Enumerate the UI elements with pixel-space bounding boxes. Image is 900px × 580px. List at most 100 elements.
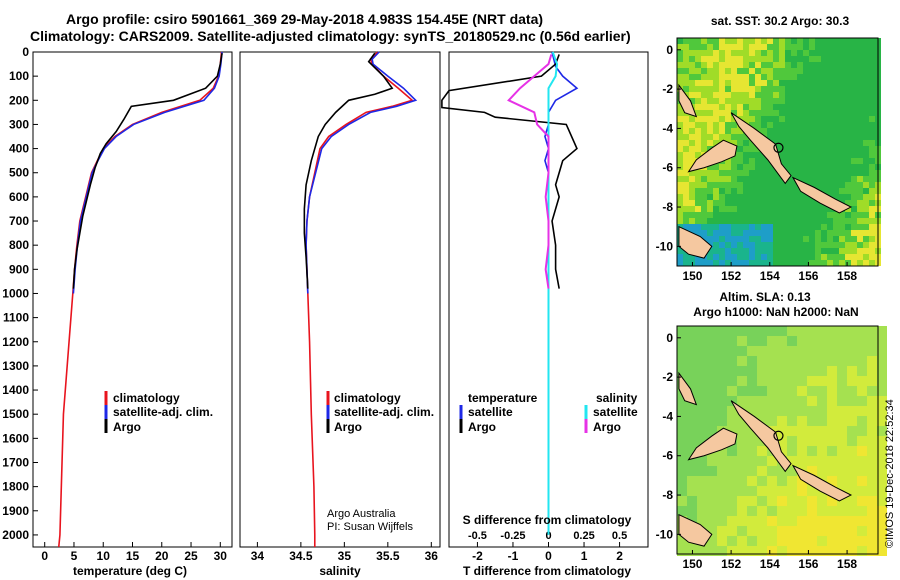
map-cell — [833, 80, 839, 86]
map-cell — [857, 446, 867, 456]
t-difference-xlabel: T difference from climatology — [463, 564, 631, 578]
map-cell — [857, 546, 867, 556]
map-cell — [815, 236, 821, 242]
land-mass — [730, 112, 792, 185]
map-cell — [719, 224, 725, 230]
map-cell — [869, 176, 875, 182]
map-cell — [767, 170, 773, 176]
map-cell — [827, 242, 833, 248]
map-cell — [779, 74, 785, 80]
map-cell — [857, 62, 863, 68]
map-cell — [817, 546, 827, 556]
map-cell — [719, 242, 725, 248]
map-cell — [815, 68, 821, 74]
map-cell — [817, 506, 827, 516]
map-cell — [779, 224, 785, 230]
map-cell — [851, 50, 857, 56]
map-cell — [803, 152, 809, 158]
map-cell — [863, 200, 869, 206]
map-cell — [827, 116, 833, 122]
map-cell — [713, 38, 719, 44]
map-cell — [833, 92, 839, 98]
map-cell — [737, 356, 747, 366]
map-cell — [731, 50, 737, 56]
map-cell — [821, 212, 827, 218]
map-cell — [687, 436, 697, 446]
map-cell — [857, 516, 867, 526]
map-cell — [697, 366, 707, 376]
map-cell — [845, 98, 851, 104]
map-cell — [743, 230, 749, 236]
map-cell — [683, 134, 689, 140]
satellite-adj-clim--line — [72, 51, 223, 294]
map-cell — [719, 86, 725, 92]
map-cell — [697, 406, 707, 416]
map-cell — [863, 170, 869, 176]
x-top-tick-label: 0.25 — [573, 530, 594, 542]
map-cell — [839, 188, 845, 194]
map-cell — [797, 426, 807, 436]
map-cell — [797, 248, 803, 254]
map-cell — [845, 188, 851, 194]
map-cell — [815, 260, 821, 266]
map-cell — [791, 56, 797, 62]
map-cell — [695, 170, 701, 176]
map-cell — [773, 182, 779, 188]
map-cell — [797, 164, 803, 170]
map-cell — [827, 104, 833, 110]
map-cell — [839, 80, 845, 86]
map-cell — [869, 98, 875, 104]
map-cell — [777, 506, 787, 516]
map-cell — [687, 376, 697, 386]
map-cell — [869, 62, 875, 68]
map-cell — [847, 456, 857, 466]
map-cell — [787, 356, 797, 366]
map-cell — [791, 140, 797, 146]
map-cell — [857, 436, 867, 446]
map-cell — [677, 356, 687, 366]
map-cell — [851, 164, 857, 170]
map-cell — [777, 466, 787, 476]
map-cell — [857, 56, 863, 62]
map-cell — [749, 68, 755, 74]
map-cell — [701, 128, 707, 134]
map-cell — [797, 236, 803, 242]
profile-marker — [773, 430, 784, 441]
map-cell — [833, 128, 839, 134]
map-cell — [773, 242, 779, 248]
map-cell — [827, 230, 833, 236]
map-cell — [755, 164, 761, 170]
map-cell — [695, 74, 701, 80]
map-cell — [725, 110, 731, 116]
map-cell — [689, 254, 695, 260]
map-cell — [847, 486, 857, 496]
map-cell — [689, 98, 695, 104]
map-cell — [785, 68, 791, 74]
map-cell — [677, 80, 683, 86]
map-cell — [797, 206, 803, 212]
map-cell — [743, 236, 749, 242]
map-cell — [839, 110, 845, 116]
map-cell — [857, 356, 867, 366]
map-cell — [857, 496, 867, 506]
map-cell — [779, 152, 785, 158]
map-cell — [737, 326, 747, 336]
map-cell — [797, 496, 807, 506]
map-cell — [809, 248, 815, 254]
map-cell — [701, 170, 707, 176]
map-cell — [683, 176, 689, 182]
map-y-tick-label: -4 — [662, 409, 673, 423]
map-cell — [785, 188, 791, 194]
map-cell — [857, 158, 863, 164]
map-cell — [701, 92, 707, 98]
map-cell — [787, 456, 797, 466]
map-cell — [777, 446, 787, 456]
map-cell — [737, 230, 743, 236]
map-cell — [807, 506, 817, 516]
map-cell — [701, 206, 707, 212]
map-cell — [727, 526, 737, 536]
map-cell — [707, 456, 717, 466]
map-cell — [877, 396, 887, 406]
map-cell — [833, 236, 839, 242]
map-cell — [869, 110, 875, 116]
